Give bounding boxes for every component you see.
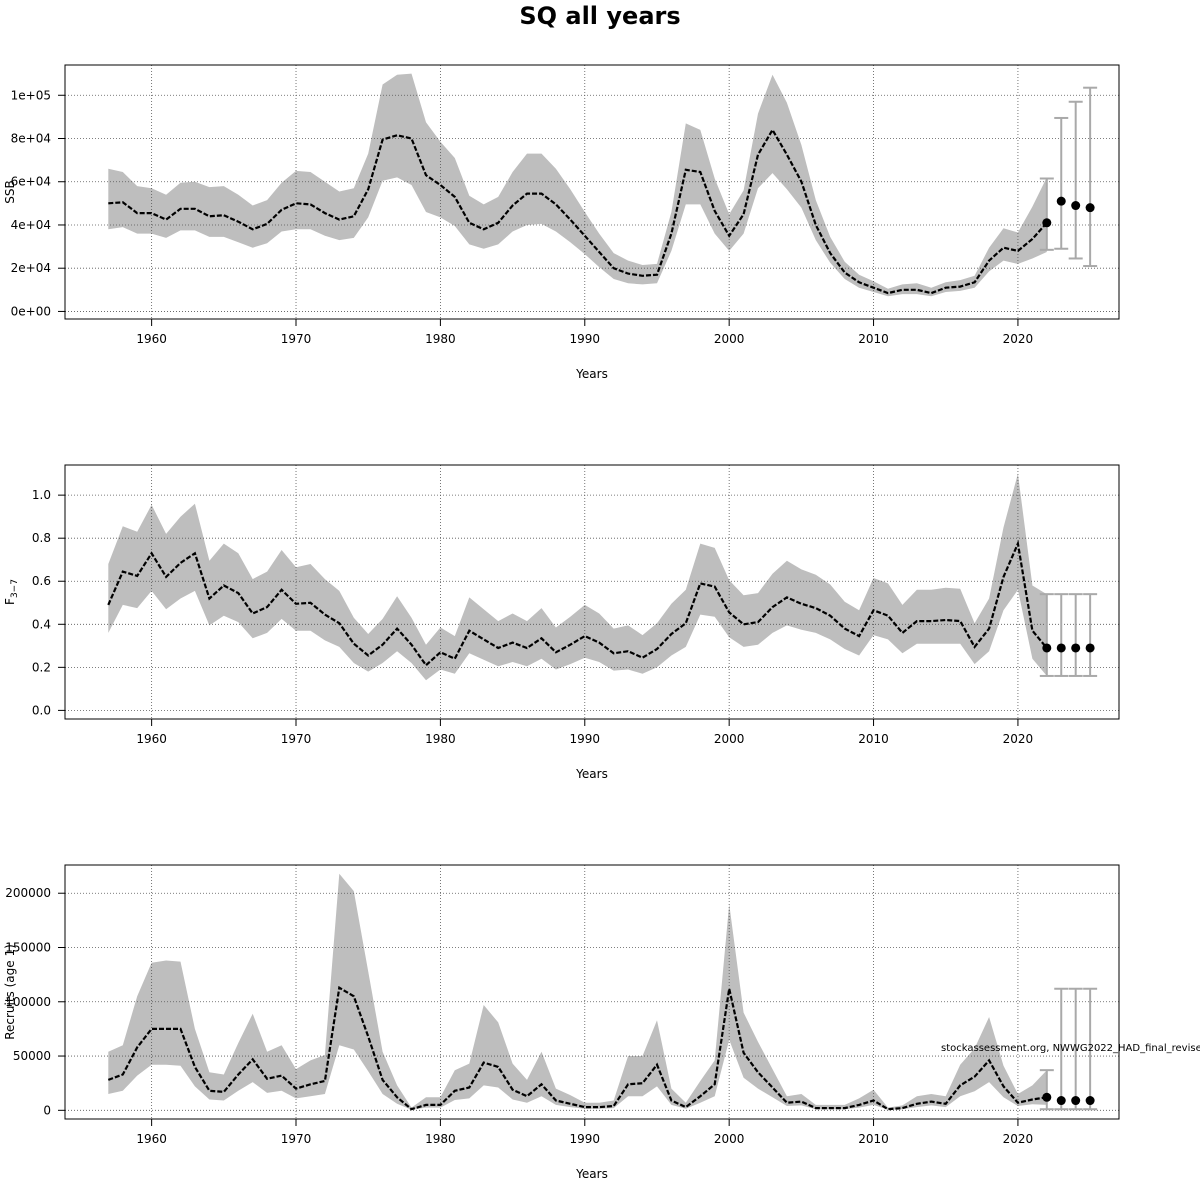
p2-forecast-point-2023 [1056,1096,1066,1106]
p1-errorbar-2025 [1083,593,1098,677]
p0-y-tick-label-3: 6e+04 [11,175,51,189]
p0-forecast-point-2024 [1071,201,1081,211]
p0-x-tick-label-1970: 1970 [281,332,312,346]
p1-forecast-point-2025 [1085,643,1095,653]
p0-errorbar-2024 [1068,100,1083,260]
p1-y-tick-label-3: 0.6 [32,574,51,588]
p2-y-tick-label-1: 50000 [13,1049,51,1063]
p1-plot-frame [64,464,1120,720]
p2-errorbar-2025 [1083,987,1098,1111]
p2-errorbar-2024 [1068,987,1083,1111]
p0-y-tick-label-5: 1e+05 [11,88,51,102]
p2-y-tick-label-4: 200000 [5,886,51,900]
p2-x-tick-label-2020: 2020 [1003,1132,1034,1146]
p0-x-tick-label-2010: 2010 [858,332,889,346]
p2-x-tick-label-1970: 1970 [281,1132,312,1146]
p0-errorbar-2022 [1039,177,1054,251]
p1-y-tick-label-2: 0.4 [32,617,51,631]
p2-y-tick-label-0: 0 [43,1103,51,1117]
p0-forecast-point-2025 [1085,203,1095,213]
p2-y-tick-label-3: 150000 [5,940,51,954]
credit-text: stockassessment.org, NWWG2022_HAD_final_… [941,1043,1200,1054]
p0-plot-frame [64,64,1120,320]
p1-forecast-point-2024 [1071,643,1081,653]
p1-y-axis-label: F3−7 [3,579,20,605]
p1-errorbar-2022 [1039,593,1054,677]
p2-x-tick-label-1990: 1990 [570,1132,601,1146]
p1-estimate-line [107,539,1048,667]
p0-x-axis-label: Years [575,367,608,381]
p2-errorbar-2023 [1054,987,1069,1111]
p2-errorbar-2022 [1039,1069,1054,1111]
p0-errorbar-2023 [1054,116,1069,250]
p2-y-axis-label: Recruits (age 1) [3,944,17,1040]
fishing-mortality-panel: 1960 1970 1980 1990 2000 2010 2020 0.0 0.2 0.4 0.6… [3,464,1120,781]
p0-y-axis-label: SSB [3,180,17,203]
p2-point-2022 [1042,1092,1052,1102]
p1-x-tick-label-1990: 1990 [570,732,601,746]
p1-x-tick-label-2020: 2020 [1003,732,1034,746]
p1-x-axis-label: Years [575,767,608,781]
p1-errorbar-2023 [1054,593,1069,677]
p2-x-tick-label-2010: 2010 [858,1132,889,1146]
p2-x-tick-label-1960: 1960 [136,1132,167,1146]
p1-x-tick-label-1960: 1960 [136,732,167,746]
p0-forecast-point-2023 [1056,196,1066,206]
figure-title: SQ all years [519,2,680,30]
p0-x-tick-label-1990: 1990 [570,332,601,346]
p1-x-tick-label-2010: 2010 [858,732,889,746]
p0-x-tick-label-2000: 2000 [714,332,745,346]
p1-x-tick-label-2000: 2000 [714,732,745,746]
p1-x-tick-label-1970: 1970 [281,732,312,746]
p2-estimate-line [107,985,1047,1111]
p0-x-tick-label-2020: 2020 [1003,332,1034,346]
p1-point-2022 [1042,643,1052,653]
p2-forecast-point-2024 [1071,1096,1081,1106]
p1-confidence-band [108,473,1047,681]
p1-forecast-point-2023 [1056,643,1066,653]
p1-x-tick-label-1980: 1980 [425,732,456,746]
p0-y-tick-label-4: 8e+04 [11,131,51,145]
p0-y-tick-label-1: 2e+04 [11,261,51,275]
p0-y-tick-label-2: 4e+04 [11,218,51,232]
p0-confidence-band [108,73,1047,297]
p2-x-tick-label-2000: 2000 [714,1132,745,1146]
p1-y-tick-label-4: 0.8 [32,531,51,545]
p2-x-axis-label: Years [575,1167,608,1181]
p2-y-tick-label-2: 100000 [5,995,51,1009]
p1-y-tick-label-5: 1.0 [32,488,51,502]
p0-y-tick-label-0: 0e+00 [11,304,51,318]
ssb-panel: 1960 1970 1980 1990 2000 2010 2020 0e+00 2e+04 4e… [3,64,1120,381]
p0-errorbar-2025 [1083,86,1098,268]
p2-x-tick-label-1980: 1980 [425,1132,456,1146]
p0-x-tick-label-1960: 1960 [136,332,167,346]
p0-point-2022 [1042,218,1052,228]
p1-y-tick-label-1: 0.2 [32,660,51,674]
p0-estimate-line [108,127,1048,295]
p0-x-tick-label-1980: 1980 [425,332,456,346]
recruits-panel: 1960 1970 1980 1990 2000 2010 2020 0 50000 100000… [3,864,1120,1181]
p1-errorbar-2024 [1068,593,1083,677]
p2-forecast-point-2025 [1085,1096,1095,1106]
p1-y-tick-label-0: 0.0 [32,703,51,717]
p2-plot-frame [64,864,1120,1120]
p2-confidence-band [108,873,1047,1110]
